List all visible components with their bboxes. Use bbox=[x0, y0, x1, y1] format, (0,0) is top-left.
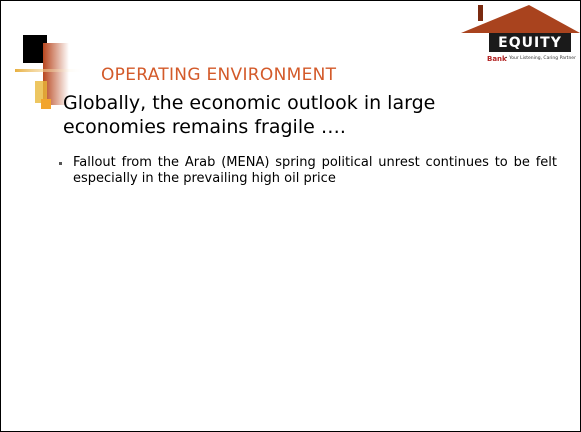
logo-bank: Bank bbox=[487, 55, 507, 63]
decoration bbox=[15, 5, 580, 105]
logo-tagline: • Your Listening, Caring Partner bbox=[505, 56, 576, 61]
logo-roof bbox=[461, 5, 580, 33]
bullet-text: Globally, the economic outlook in large … bbox=[63, 92, 436, 138]
logo-name: EQUITY bbox=[498, 35, 562, 51]
logo-chimney bbox=[478, 5, 483, 21]
sub-bullet-marker bbox=[59, 162, 62, 165]
deco-bar bbox=[43, 43, 69, 105]
deco-gold bbox=[35, 81, 47, 103]
sub-bullet-text: Fallout from the Arab (MENA) spring poli… bbox=[73, 155, 557, 186]
bullet: Globally, the economic outlook in large … bbox=[41, 91, 511, 139]
slide-title: OPERATING ENVIRONMENT bbox=[101, 65, 337, 85]
logo-plate bbox=[489, 33, 571, 52]
deco-line bbox=[15, 69, 85, 72]
bullet-marker bbox=[41, 99, 51, 109]
sub-bullet: Fallout from the Arab (MENA) spring poli… bbox=[59, 155, 557, 187]
